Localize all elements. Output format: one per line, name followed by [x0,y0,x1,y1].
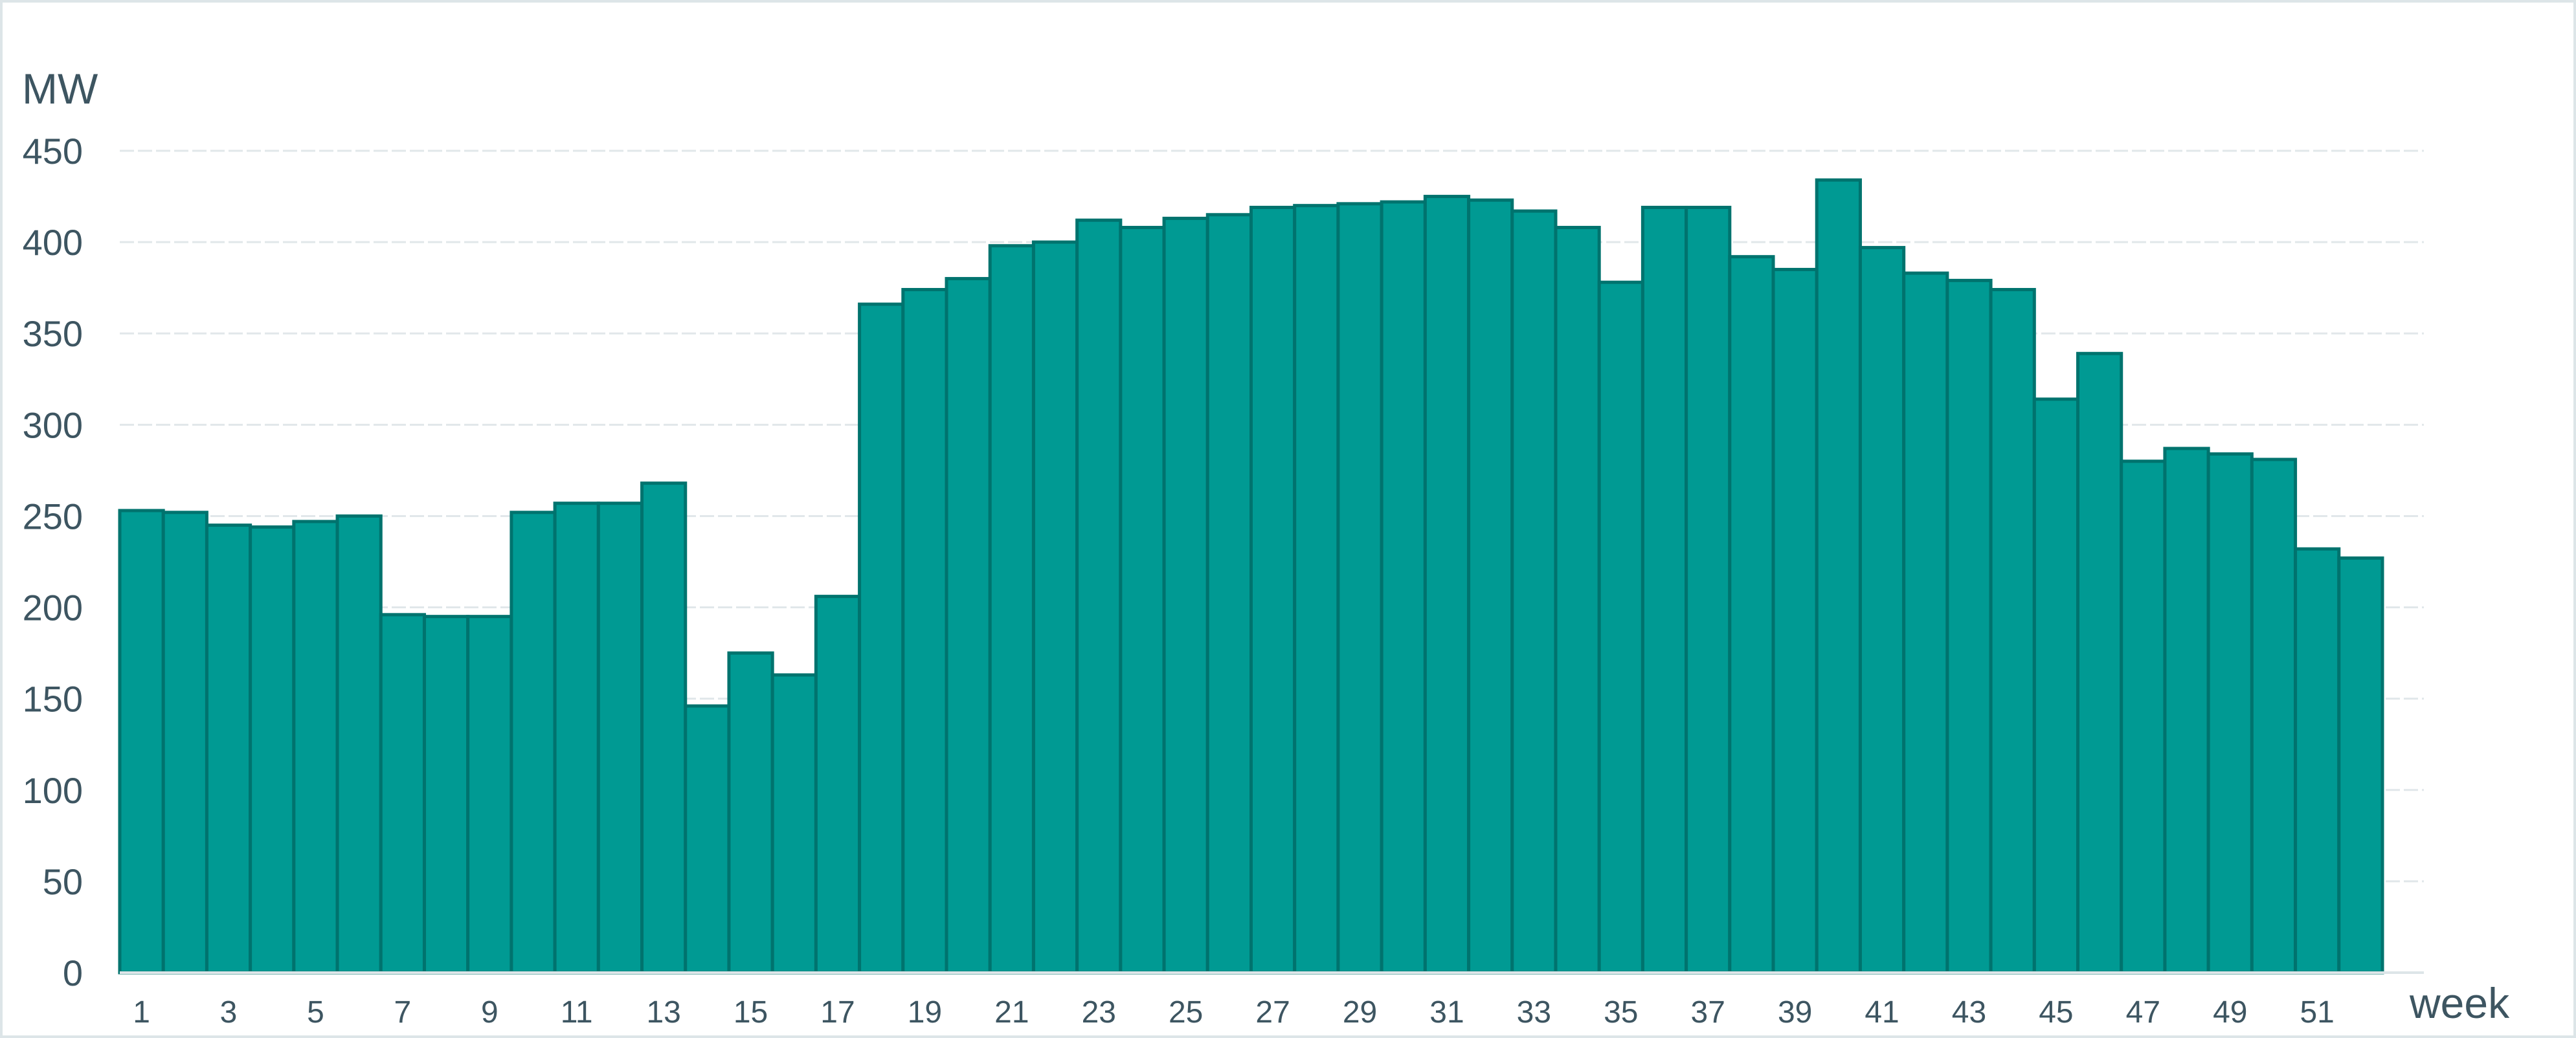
x-tick-label: 15 [734,995,768,1030]
bar-week-41 [1858,246,1906,975]
bar-week-6 [335,514,383,975]
bar-week-48 [2163,447,2210,975]
x-tick-label: 5 [307,995,324,1030]
x-tick-label: 41 [1865,995,1899,1030]
x-tick-label: 19 [908,995,942,1030]
bar-week-32 [1467,198,1514,975]
x-tick-label: 33 [1517,995,1551,1030]
bar-week-49 [2206,452,2254,975]
y-tick-label: 300 [23,404,83,445]
bar-week-34 [1554,226,1601,975]
bar-week-35 [1597,280,1644,975]
x-tick-label: 51 [2300,995,2334,1030]
bar-week-38 [1728,255,1775,975]
bar-week-9 [466,615,513,975]
bar-week-24 [1119,226,1166,975]
y-tick-label: 400 [23,222,83,263]
y-axis-tick-labels: 0 50 100 150 200 250 300 350 400 450 [23,131,83,993]
y-axis-title: MW [22,65,98,113]
bar-week-25 [1162,216,1209,975]
x-tick-label: 3 [220,995,238,1030]
bar-week-40 [1815,178,1862,975]
bar-week-7 [379,613,426,975]
bar-week-26 [1205,213,1253,975]
bar-week-52 [2337,556,2384,975]
x-tick-label: 11 [561,995,593,1030]
x-axis-tick-labels: 1 3 5 7 9 11 13 15 17 19 21 23 25 27 29 31 33 35 37 39 41 43 4… [133,995,2335,1030]
y-tick-label: 150 [23,679,83,720]
bar-week-11 [553,502,600,975]
y-tick-label: 200 [23,588,83,628]
bar-week-51 [2294,547,2341,975]
x-tick-label: 13 [646,995,680,1030]
x-tick-label: 23 [1082,995,1116,1030]
bar-week-46 [2076,351,2123,975]
y-tick-label: 100 [23,770,83,811]
bar-week-44 [1989,287,2036,975]
bar-week-36 [1641,205,1688,975]
bar-week-37 [1685,205,1732,975]
bar-week-3 [205,524,252,975]
bar-week-8 [422,615,470,975]
x-tick-label: 35 [1604,995,1638,1030]
bar-week-14 [684,704,731,975]
x-tick-label: 29 [1343,995,1377,1030]
bar-week-45 [2032,397,2080,975]
x-tick-label: 39 [1778,995,1812,1030]
bar-week-17 [814,595,862,975]
bar-week-23 [1075,218,1123,975]
bar-week-39 [1771,267,1819,975]
x-tick-label: 49 [2213,995,2247,1030]
x-tick-label: 25 [1169,995,1203,1030]
x-axis-title: week [2409,979,2510,1027]
x-tick-label: 37 [1691,995,1725,1030]
y-tick-label: 50 [43,861,83,902]
x-tick-label: 1 [133,995,150,1030]
bar-week-27 [1249,205,1297,975]
bar-week-13 [640,481,688,975]
x-tick-label: 17 [820,995,855,1030]
bar-week-33 [1510,209,1558,975]
bar-week-16 [770,673,818,975]
bar-week-42 [1902,271,1949,975]
bar-week-18 [858,302,905,975]
y-tick-label: 450 [23,131,83,171]
x-tick-label: 21 [994,995,1029,1030]
x-tick-label: 27 [1255,995,1290,1030]
bar-week-4 [249,525,296,975]
y-tick-label: 350 [23,313,83,354]
bar-week-20 [945,277,992,975]
y-tick-label: 250 [23,496,83,536]
x-tick-label: 45 [2039,995,2073,1030]
bar-week-15 [727,651,774,975]
bars [118,178,2384,975]
bar-week-31 [1423,195,1471,975]
x-tick-label: 31 [1429,995,1464,1030]
x-tick-label: 47 [2126,995,2160,1030]
bar-week-43 [1945,278,1993,975]
bar-week-10 [510,511,557,975]
bar-week-47 [2120,459,2167,975]
x-tick-label: 9 [481,995,498,1030]
bar-week-22 [1031,240,1079,975]
bar-week-2 [161,511,208,975]
x-tick-label: 7 [394,995,412,1030]
bar-week-21 [988,244,1035,975]
bar-week-28 [1293,204,1340,975]
bar-week-12 [596,502,644,975]
bar-week-1 [118,509,165,975]
bar-week-30 [1380,200,1427,975]
x-tick-label: 43 [1952,995,1986,1030]
bar-week-5 [292,520,339,975]
bar-week-29 [1336,202,1383,975]
bar-week-50 [2250,458,2298,975]
y-tick-label: 0 [63,953,83,993]
bar-week-19 [901,287,948,975]
